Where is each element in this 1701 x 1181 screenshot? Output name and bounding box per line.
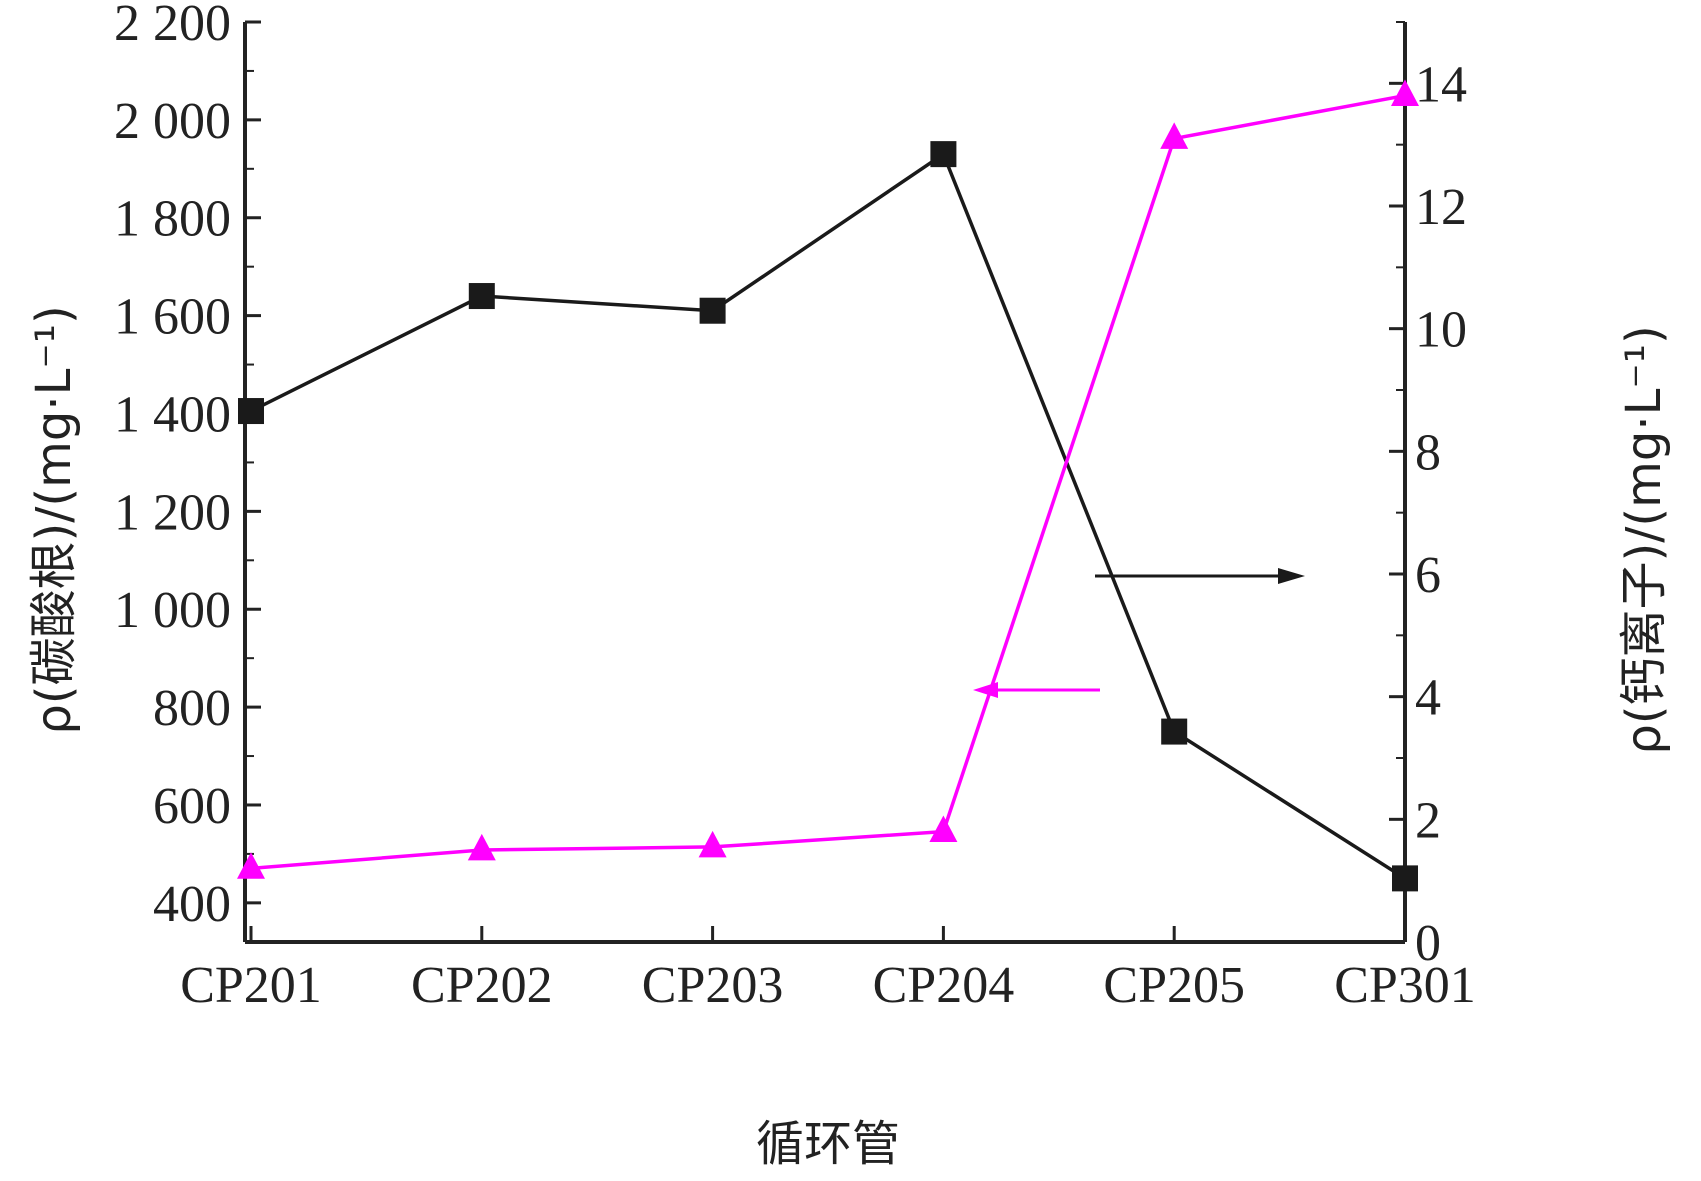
right-tick-label: 0 bbox=[1415, 915, 1441, 972]
data-point-triangle bbox=[1160, 122, 1189, 149]
series-layer bbox=[237, 79, 1419, 892]
left-y-axis-title: ρ(碳酸根)/(mg·L⁻¹) bbox=[26, 305, 82, 734]
x-axis-title: 循环管 bbox=[756, 1116, 900, 1172]
data-point-triangle bbox=[698, 830, 727, 858]
x-axis: CP201 CP202 CP203 CP204 CP205 CP301 bbox=[180, 926, 1476, 1014]
arrow-head-left bbox=[973, 682, 998, 698]
x-tick-label: CP205 bbox=[1103, 957, 1245, 1014]
data-point-triangle bbox=[467, 833, 496, 861]
right-tick-label: 8 bbox=[1415, 424, 1441, 481]
left-tick-label: 1 800 bbox=[114, 191, 231, 248]
data-point-square bbox=[699, 297, 726, 324]
left-tick-label: 600 bbox=[153, 778, 231, 835]
x-tick-label: CP301 bbox=[1334, 957, 1476, 1014]
arrow-head-right bbox=[1278, 568, 1305, 584]
x-tick-label: CP202 bbox=[411, 957, 553, 1014]
right-y-axis: 0 2 4 6 8 10 12 14 bbox=[1389, 21, 1467, 972]
data-point-triangle bbox=[237, 852, 265, 879]
left-tick-label: 1 600 bbox=[114, 289, 231, 346]
data-point-square bbox=[468, 283, 495, 310]
right-y-axis-title: ρ(钙离子)/(mg·L⁻¹) bbox=[1616, 325, 1672, 754]
x-tick-label: CP204 bbox=[873, 957, 1015, 1014]
left-tick-label: 2 200 bbox=[114, 0, 231, 52]
left-tick-label: 1 400 bbox=[114, 386, 231, 443]
left-tick-label: 2 000 bbox=[114, 93, 231, 150]
right-tick-label: 4 bbox=[1415, 670, 1441, 727]
left-y-axis: 400 600 800 1 000 1 200 1 400 1 600 1 800 2 000 2… bbox=[114, 0, 261, 933]
right-tick-label: 14 bbox=[1415, 56, 1467, 113]
chart-frame bbox=[243, 22, 1407, 944]
left-tick-label: 400 bbox=[153, 876, 231, 933]
data-point-triangle bbox=[929, 815, 958, 842]
x-tick-label: CP201 bbox=[180, 957, 322, 1014]
right-tick-label: 6 bbox=[1415, 547, 1441, 604]
data-point-square bbox=[930, 141, 957, 168]
data-point-square bbox=[1161, 718, 1188, 745]
data-point-triangle bbox=[1391, 79, 1419, 106]
right-tick-label: 12 bbox=[1415, 179, 1467, 236]
left-tick-label: 1 000 bbox=[114, 582, 231, 639]
left-tick-label: 800 bbox=[153, 680, 231, 737]
left-tick-label: 1 200 bbox=[114, 484, 231, 541]
series-line-right-axis bbox=[250, 93, 1406, 871]
right-tick-label: 2 bbox=[1415, 792, 1441, 849]
x-tick-label: CP203 bbox=[642, 957, 784, 1014]
data-point-square bbox=[1392, 865, 1418, 892]
series-line-left-axis bbox=[250, 151, 1406, 880]
data-point-square bbox=[238, 398, 264, 425]
right-tick-label: 10 bbox=[1415, 302, 1467, 359]
annotations bbox=[973, 568, 1305, 698]
